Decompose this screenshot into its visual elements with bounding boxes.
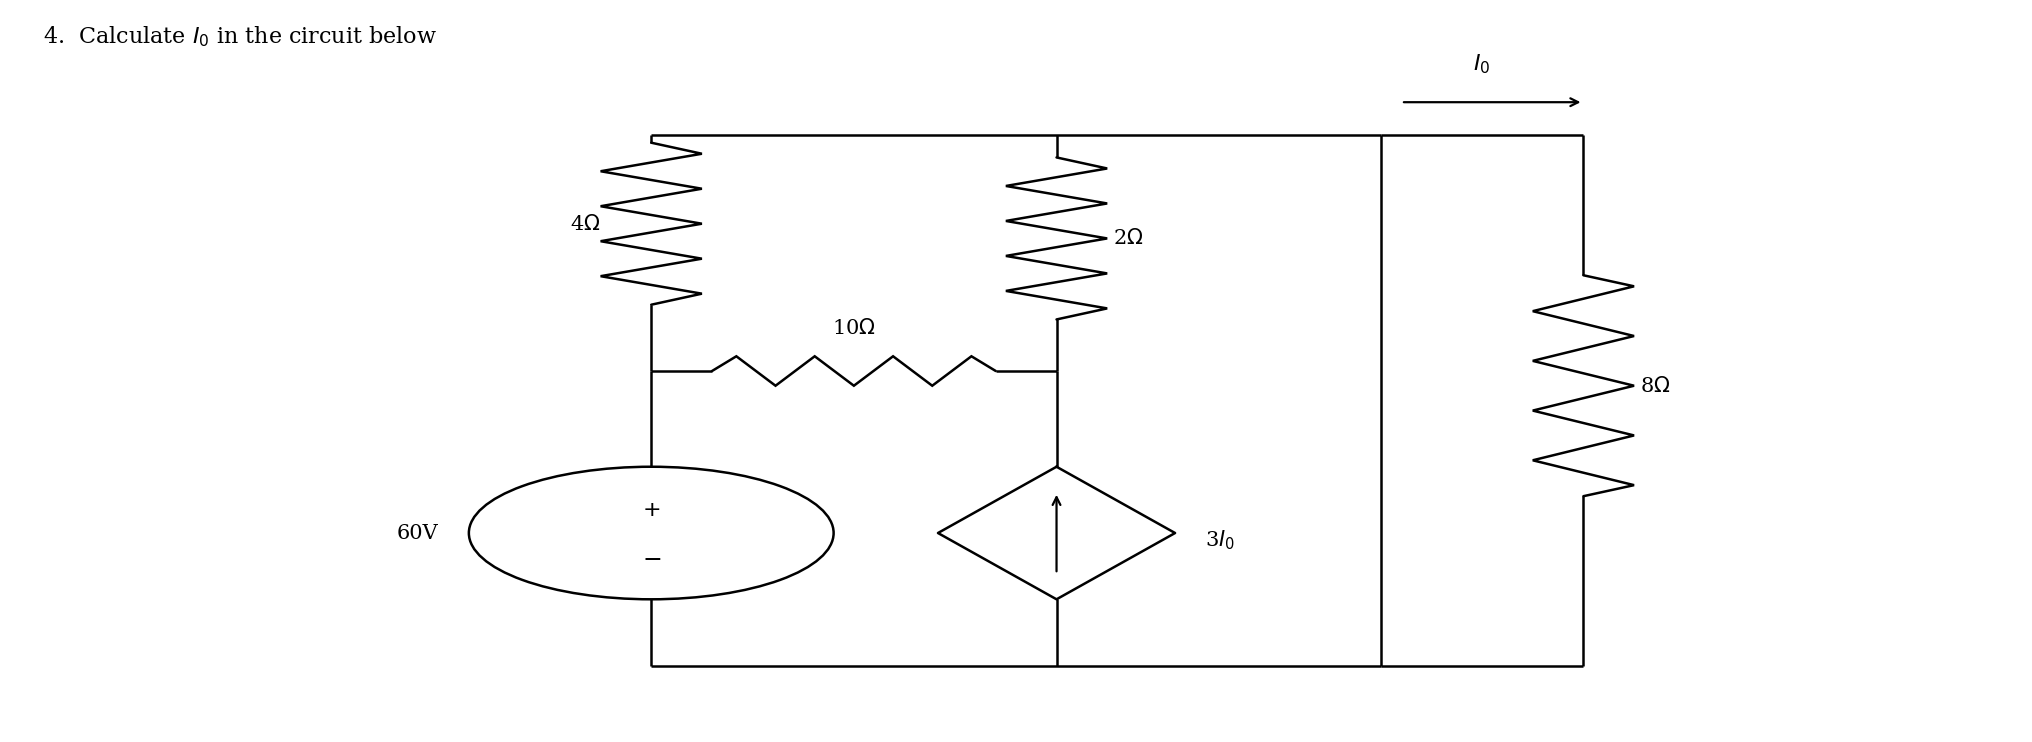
Text: 3$I_0$: 3$I_0$ xyxy=(1205,528,1235,552)
Text: $-$: $-$ xyxy=(642,547,660,570)
Text: 8$\Omega$: 8$\Omega$ xyxy=(1640,375,1670,395)
Text: 2$\Omega$: 2$\Omega$ xyxy=(1114,229,1144,249)
Text: $I_0$: $I_0$ xyxy=(1473,53,1491,76)
Text: 4$\Omega$: 4$\Omega$ xyxy=(571,214,601,234)
Text: 60V: 60V xyxy=(396,524,439,542)
Text: 10$\Omega$: 10$\Omega$ xyxy=(831,318,876,338)
Text: 4.  Calculate $I_0$ in the circuit below: 4. Calculate $I_0$ in the circuit below xyxy=(43,25,437,50)
Text: $+$: $+$ xyxy=(642,499,660,521)
